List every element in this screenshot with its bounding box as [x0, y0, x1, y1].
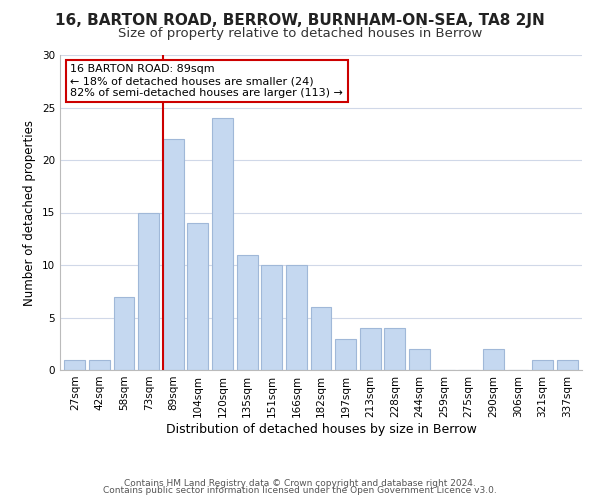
Bar: [89, 360, 110, 370]
Bar: [286, 265, 307, 370]
Bar: [311, 307, 331, 370]
Text: Contains public sector information licensed under the Open Government Licence v3: Contains public sector information licen…: [103, 486, 497, 495]
Text: Contains HM Land Registry data © Crown copyright and database right 2024.: Contains HM Land Registry data © Crown c…: [124, 478, 476, 488]
Bar: [163, 139, 184, 370]
Bar: [236, 254, 257, 370]
Bar: [138, 212, 159, 370]
Bar: [483, 349, 504, 370]
Text: 16, BARTON ROAD, BERROW, BURNHAM-ON-SEA, TA8 2JN: 16, BARTON ROAD, BERROW, BURNHAM-ON-SEA,…: [55, 12, 545, 28]
X-axis label: Distribution of detached houses by size in Berrow: Distribution of detached houses by size …: [166, 422, 476, 436]
Bar: [113, 296, 134, 370]
Bar: [187, 223, 208, 370]
Y-axis label: Number of detached properties: Number of detached properties: [23, 120, 37, 306]
Text: Size of property relative to detached houses in Berrow: Size of property relative to detached ho…: [118, 28, 482, 40]
Bar: [409, 349, 430, 370]
Bar: [385, 328, 406, 370]
Bar: [64, 360, 85, 370]
Bar: [212, 118, 233, 370]
Bar: [261, 265, 282, 370]
Text: 16 BARTON ROAD: 89sqm
← 18% of detached houses are smaller (24)
82% of semi-deta: 16 BARTON ROAD: 89sqm ← 18% of detached …: [70, 64, 343, 98]
Bar: [360, 328, 381, 370]
Bar: [532, 360, 553, 370]
Bar: [557, 360, 578, 370]
Bar: [335, 338, 356, 370]
